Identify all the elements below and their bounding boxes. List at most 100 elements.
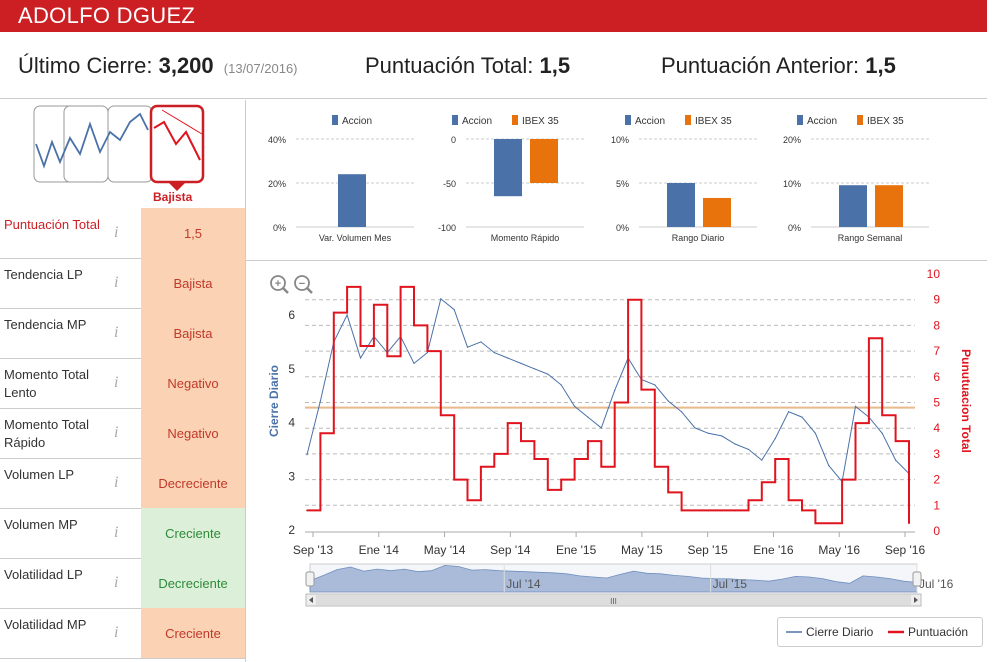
indicator-label: Volatilidad LP bbox=[4, 567, 83, 582]
indicator-value: Negativo bbox=[141, 358, 245, 408]
mini-bar bbox=[875, 185, 903, 227]
price-score-chart[interactable]: + − 0 1 2 3 4 5 6 7 8 9 10 2 3 4 5 6 Cierre Diario Punutuac… bbox=[250, 262, 987, 612]
price-point bbox=[573, 405, 576, 407]
price-point bbox=[600, 427, 602, 429]
score-point bbox=[881, 414, 884, 417]
score-point bbox=[319, 432, 322, 435]
last-close-date: (13/07/2016) bbox=[223, 61, 298, 76]
price-point bbox=[533, 368, 536, 370]
navigator-handle-left[interactable] bbox=[305, 571, 315, 587]
zoom-in-icon[interactable]: + bbox=[270, 275, 289, 294]
score-point bbox=[761, 481, 763, 483]
total-score: Puntuación Total: 1,5 bbox=[365, 53, 570, 79]
indicator-value: 1,5 bbox=[141, 208, 245, 258]
mini-category-label: Rango Diario bbox=[672, 233, 725, 243]
score-point bbox=[787, 499, 790, 501]
indicator-row: Volumen MP i Creciente bbox=[0, 508, 245, 559]
mini-tick-label: 10% bbox=[783, 179, 801, 189]
score-point bbox=[908, 522, 910, 525]
legend-swatch bbox=[625, 115, 631, 125]
mini-category-label: Var. Volumen Mes bbox=[319, 233, 392, 243]
price-point bbox=[680, 411, 683, 413]
mini-bar bbox=[839, 185, 867, 227]
score-point bbox=[506, 422, 509, 424]
indicator-row: Momento Total Lento i Negativo bbox=[0, 358, 245, 409]
legend-item-price[interactable]: Cierre Diario bbox=[806, 625, 874, 639]
indicator-row: Volumen LP i Decreciente bbox=[0, 458, 245, 509]
score-point bbox=[627, 298, 629, 301]
zoom-out-icon[interactable]: − bbox=[294, 275, 313, 294]
right-axis-tick: 10 bbox=[927, 267, 941, 281]
x-axis-tick: Sep '16 bbox=[885, 543, 926, 557]
trend-thumb-3[interactable] bbox=[107, 105, 153, 183]
indicator-row: Volatilidad LP i Decreciente bbox=[0, 558, 245, 609]
mini-legend-label: IBEX 35 bbox=[867, 116, 904, 127]
price-point bbox=[426, 352, 428, 354]
score-point bbox=[654, 465, 656, 468]
mini-tick-label: 20% bbox=[268, 179, 286, 189]
price-point bbox=[747, 448, 750, 450]
price-point bbox=[346, 314, 348, 316]
score-point bbox=[399, 286, 402, 288]
x-axis-tick: May '15 bbox=[621, 543, 663, 557]
price-point bbox=[801, 416, 803, 418]
price-point bbox=[547, 373, 549, 375]
right-axis-tick: 9 bbox=[933, 293, 940, 307]
trend-thumb-2[interactable] bbox=[63, 105, 109, 183]
price-point bbox=[774, 438, 776, 440]
price-point bbox=[413, 362, 415, 364]
score-point bbox=[801, 509, 803, 512]
mini-bar bbox=[530, 139, 558, 183]
info-icon[interactable]: i bbox=[114, 524, 119, 541]
score-point bbox=[680, 509, 683, 512]
indicator-row: Puntuación Total i 1,5 bbox=[0, 208, 245, 259]
company-title: ADOLFO DGUEZ bbox=[18, 3, 196, 28]
left-axis-tick: 6 bbox=[288, 308, 295, 322]
mini-category-label: Rango Semanal bbox=[838, 233, 903, 243]
indicator-label: Puntuación Total bbox=[4, 217, 100, 232]
mini-tick-label: 0% bbox=[616, 223, 629, 233]
legend-item-score[interactable]: Puntuación bbox=[908, 625, 968, 639]
mini-category-label: Momento Rápido bbox=[491, 233, 560, 243]
scroll-left-arrow-icon[interactable] bbox=[309, 597, 313, 603]
left-axis-tick: 4 bbox=[288, 416, 295, 430]
score-point bbox=[894, 440, 897, 442]
price-point bbox=[560, 384, 562, 386]
score-point bbox=[573, 458, 576, 460]
navigator-handle-right[interactable] bbox=[912, 571, 922, 587]
mini-bar bbox=[667, 183, 695, 227]
trend-thumbnails[interactable]: Bajista bbox=[30, 104, 210, 204]
previous-score: Puntuación Anterior: 1,5 bbox=[661, 53, 896, 79]
price-point bbox=[707, 432, 709, 434]
right-axis-tick: 0 bbox=[933, 524, 940, 538]
price-point bbox=[788, 411, 790, 413]
info-icon[interactable]: i bbox=[114, 424, 119, 441]
total-score-value: 1,5 bbox=[539, 53, 571, 78]
info-icon[interactable]: i bbox=[114, 324, 119, 341]
indicator-row: Tendencia LP i Bajista bbox=[0, 258, 245, 309]
info-icon[interactable]: i bbox=[114, 274, 119, 291]
series-line-score bbox=[307, 285, 910, 525]
score-point bbox=[386, 355, 389, 358]
info-icon[interactable]: i bbox=[114, 474, 119, 491]
score-point bbox=[774, 458, 777, 460]
scroll-right-arrow-icon[interactable] bbox=[914, 597, 918, 603]
score-point bbox=[560, 478, 562, 481]
mini-legend-label: Accion bbox=[462, 116, 492, 127]
score-point bbox=[439, 414, 442, 417]
info-icon[interactable]: i bbox=[114, 374, 119, 391]
mini-tick-label: 20% bbox=[783, 135, 801, 145]
last-close-value: 3,200 bbox=[158, 53, 214, 78]
indicator-label: Momento Total Rápido bbox=[4, 417, 90, 450]
score-point bbox=[466, 499, 469, 501]
indicator-row: Volatilidad MP i Creciente bbox=[0, 608, 245, 659]
info-icon[interactable]: i bbox=[114, 624, 119, 641]
summary-bar: Último Cierre: 3,200 (13/07/2016) Puntua… bbox=[0, 53, 993, 87]
scrollbar-thumb[interactable] bbox=[316, 595, 911, 605]
score-point bbox=[613, 401, 616, 404]
info-icon[interactable]: i bbox=[114, 574, 119, 591]
indicator-value: Creciente bbox=[141, 508, 245, 558]
mini-bar-chart: Accion IBEX 35 0 -50 -100 Momento Rápido bbox=[438, 115, 584, 243]
indicator-label: Tendencia MP bbox=[4, 317, 87, 332]
info-icon[interactable]: i bbox=[114, 224, 119, 241]
